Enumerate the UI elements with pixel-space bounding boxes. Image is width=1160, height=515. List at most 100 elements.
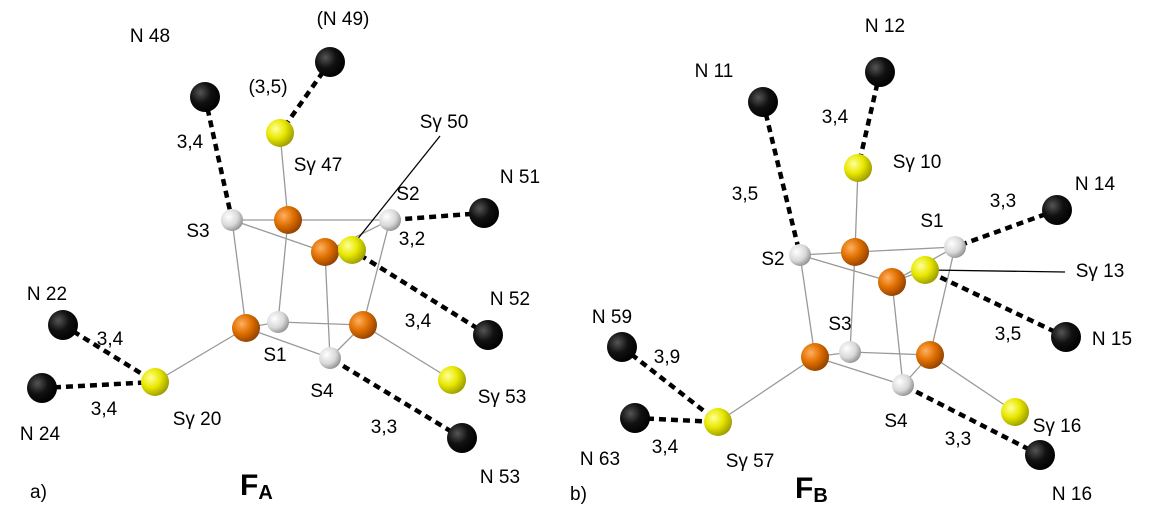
bond (232, 220, 246, 328)
atom-label: N 12 (865, 16, 905, 37)
atom (469, 198, 499, 228)
distance-label: 3,3 (990, 191, 1016, 212)
bond (850, 252, 855, 352)
distance-label: 3,5 (732, 184, 758, 205)
panel-label: a) (30, 482, 47, 503)
distance-label: 3,4 (177, 132, 204, 153)
atom (892, 374, 914, 396)
atom (379, 209, 401, 231)
atom-label: Sγ 10 (893, 152, 942, 173)
atom (266, 119, 294, 147)
panel-label: b) (570, 484, 587, 505)
hydrogen-bond (955, 210, 1057, 247)
atom (1001, 398, 1029, 426)
title-main: F (240, 469, 258, 502)
atom (944, 236, 966, 258)
atom-label: N 16 (1052, 484, 1092, 505)
bond (892, 282, 903, 385)
atom (844, 154, 872, 182)
atom-label: N 15 (1092, 329, 1132, 350)
atom-label: Sγ 16 (1033, 416, 1082, 437)
atom-label: Sγ 47 (294, 155, 343, 176)
atom (1051, 322, 1081, 352)
distance-label: 3,2 (399, 229, 425, 250)
callout-line (928, 270, 1065, 272)
bond (718, 357, 815, 422)
atom (801, 343, 829, 371)
hydrogen-bond (205, 97, 232, 220)
atom (274, 206, 302, 234)
panel-title: FA (240, 469, 273, 504)
atom (704, 408, 732, 436)
distance-label: 3,9 (654, 347, 680, 368)
bond (325, 252, 330, 358)
atom (319, 347, 341, 369)
distance-label: 3,3 (945, 429, 971, 450)
atom (27, 373, 57, 403)
atom (865, 57, 895, 87)
bond (363, 220, 390, 325)
bond (855, 247, 955, 252)
atom-label: S1 (263, 345, 286, 366)
atom-label: S2 (396, 184, 419, 205)
atom (447, 423, 477, 453)
atom-label: S4 (884, 411, 908, 432)
atom-label: N 22 (27, 284, 67, 305)
atom (190, 82, 220, 112)
atom (48, 310, 78, 340)
atom-label: S3 (828, 314, 851, 335)
atom-label: S2 (761, 249, 784, 270)
atom-label: N 63 (580, 449, 620, 470)
hydrogen-bond (42, 382, 155, 388)
atoms (27, 47, 1081, 470)
atom (311, 238, 339, 266)
atom (1042, 195, 1072, 225)
atom-label: N 14 (1075, 174, 1116, 195)
distance-label: 3,5 (995, 324, 1021, 345)
panel-title: FB (795, 472, 828, 507)
bond (800, 255, 815, 357)
bond (155, 328, 246, 382)
atom (789, 244, 811, 266)
distance-label: 3,3 (371, 417, 397, 438)
title-sub: B (813, 485, 827, 507)
bond (363, 325, 452, 380)
distance-label: 3,4 (91, 399, 118, 420)
distance-label: 3,4 (822, 107, 849, 128)
hydrogen-bond (763, 102, 800, 255)
atom (1025, 440, 1055, 470)
atom-label: N 11 (695, 61, 734, 82)
atom (841, 238, 869, 266)
atom (267, 311, 289, 333)
atom (911, 256, 939, 284)
atom-label: Sγ 57 (726, 451, 775, 472)
atom (878, 268, 906, 296)
atom-label: Sγ 13 (1076, 261, 1125, 282)
atom-label: S3 (186, 221, 209, 242)
atom (349, 311, 377, 339)
bond (278, 220, 288, 322)
atom-label: N 53 (480, 467, 520, 488)
atom-label: (3,5) (248, 77, 287, 98)
atom-label: Sγ 53 (478, 387, 527, 408)
atom-label: S1 (920, 211, 943, 232)
atom (473, 320, 503, 350)
atom-label: N 51 (500, 167, 540, 188)
distance-label: 3,4 (405, 311, 432, 332)
title-sub: A (258, 482, 272, 504)
distance-label: 3,4 (97, 329, 124, 350)
atom (141, 368, 169, 396)
atom (221, 209, 243, 231)
atom (607, 332, 637, 362)
atom (620, 403, 650, 433)
atom (338, 236, 366, 264)
atom-label: N 52 (490, 289, 530, 310)
atom (916, 341, 944, 369)
atom (748, 87, 778, 117)
atom (839, 341, 861, 363)
atom-label: Sγ 50 (420, 112, 469, 133)
bonds (42, 62, 1066, 455)
atom (315, 47, 345, 77)
distance-label: 3,4 (652, 437, 679, 458)
